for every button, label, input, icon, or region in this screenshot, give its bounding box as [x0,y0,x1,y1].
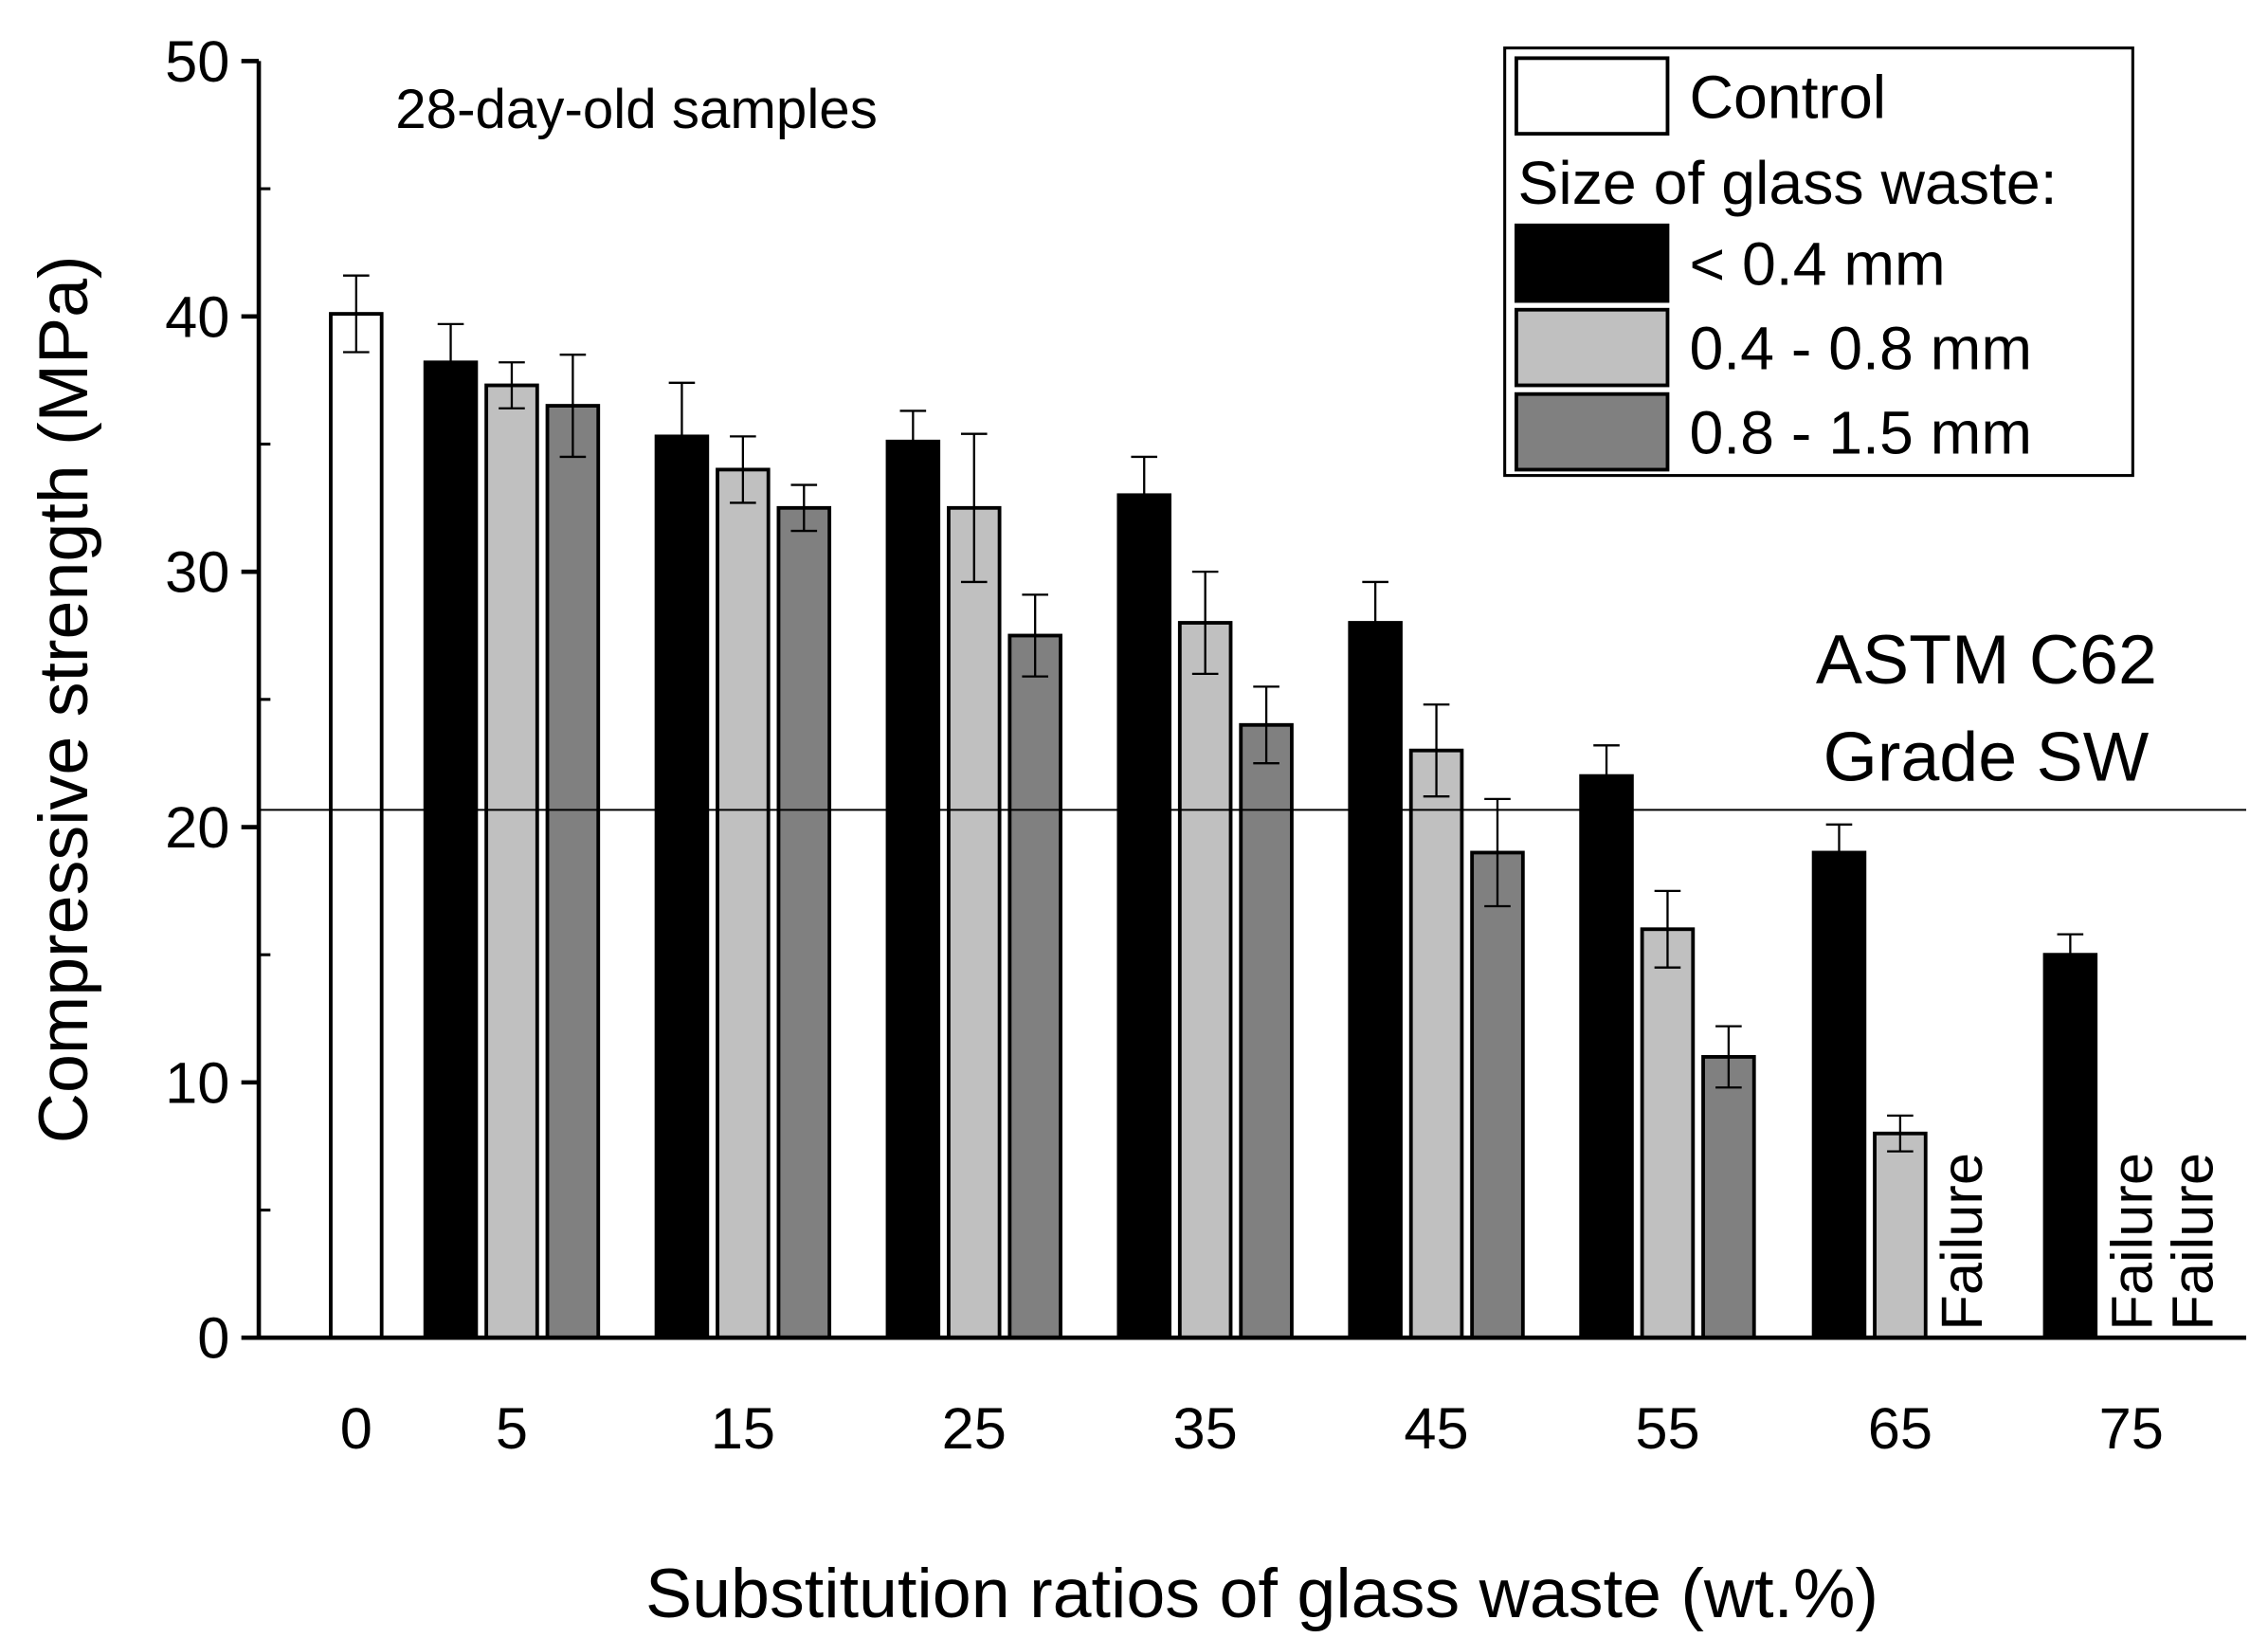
error-bar-control [343,274,370,354]
legend-swatch-0-8-1-5 [1515,391,1670,472]
x-tick-label: 45 [1404,1396,1468,1462]
x-tick-label: 75 [2099,1396,2164,1462]
legend-label-lt-0-4: < 0.4 mm [1689,230,1945,299]
failure-label: Failure [2099,1153,2165,1331]
error-bar-series0-cat55 [1593,744,1620,809]
error-bar-series2-cat55 [1715,1025,1742,1089]
bar-series2-cat55 [1701,1055,1756,1340]
legend-swatch-control [1515,56,1670,136]
error-bar-series0-cat45 [1362,580,1388,665]
bar-series0-cat35 [1116,493,1171,1340]
error-bar-series2-cat5 [559,354,587,459]
x-tick-label: 65 [1868,1396,1932,1462]
error-bar-series1-cat55 [1654,889,1681,969]
x-ticks: 0 5 15 25 35 45 55 65 75 [340,1396,2164,1462]
bar-control [329,312,384,1340]
error-bar-series2-cat25 [1022,593,1048,678]
error-bar-series2-cat15 [790,483,818,533]
y-tick-label: 30 [165,540,229,606]
legend-swatch-lt-0-4 [1515,223,1670,303]
failure-label: Failure [1930,1153,1995,1331]
bar-series1-cat5 [484,383,539,1340]
error-bar-series1-cat65 [1887,1114,1914,1153]
x-tick-label: 0 [340,1396,372,1462]
bars-layer [329,274,2098,1340]
error-bar-series0-cat35 [1131,455,1158,535]
y-tick-label: 50 [165,29,229,95]
legend-subtitle: Size of glass waste: [1517,149,2057,217]
bar-series0-cat45 [1348,621,1403,1340]
astm-label-line1: ASTM C62 [1816,620,2157,699]
sample-age-annotation: 28-day-old samples [395,79,878,140]
error-bar-series0-cat75 [2057,933,2084,976]
error-bar-series1-cat45 [1423,703,1450,798]
error-bar-series1-cat5 [499,361,525,410]
x-axis-title: Substitution ratios of glass waste (wt.%… [645,1554,1878,1632]
astm-label-line2: Grade SW [1823,718,2150,796]
error-bar-series1-cat25 [960,432,988,584]
legend-swatch-0-4-0-8 [1515,307,1670,388]
bar-series0-cat55 [1579,774,1634,1340]
error-bar-series0-cat15 [668,381,696,492]
error-bar-series0-cat65 [1825,823,1853,883]
bar-series2-cat5 [545,404,601,1340]
bar-series0-cat25 [885,439,941,1340]
bar-series2-cat35 [1239,722,1294,1340]
error-bar-series2-cat45 [1484,797,1511,908]
y-tick-label: 0 [197,1306,229,1372]
bar-series0-cat15 [654,434,710,1340]
bar-series0-cat5 [423,360,479,1340]
bar-series2-cat25 [1007,633,1062,1340]
error-bar-series1-cat15 [730,435,756,504]
bar-series0-cat75 [2042,953,2098,1340]
x-tick-label: 35 [1173,1396,1238,1462]
bar-series1-cat65 [1873,1131,1928,1340]
legend: Control Size of glass waste: < 0.4 mm 0.… [1503,46,2134,478]
y-ticks: 0 10 20 30 40 50 [165,29,271,1372]
bar-series1-cat35 [1177,621,1233,1340]
x-tick-label: 5 [496,1396,528,1462]
bar-series0-cat65 [1811,850,1867,1340]
y-tick-label: 20 [165,795,229,861]
x-tick-label: 15 [711,1396,775,1462]
legend-label-0-4-0-8: 0.4 - 0.8 mm [1689,315,2032,383]
x-tick-label: 25 [942,1396,1007,1462]
failure-label: Failure [2161,1153,2226,1331]
bar-series1-cat55 [1640,927,1696,1340]
y-tick-label: 40 [165,284,229,350]
error-bar-series0-cat25 [899,410,927,474]
bar-series2-cat15 [776,505,832,1340]
bar-series1-cat25 [947,505,1002,1340]
legend-label-0-8-1-5: 0.8 - 1.5 mm [1689,399,2032,467]
error-bar-series2-cat35 [1253,685,1279,765]
y-tick-label: 10 [165,1050,229,1116]
bar-series1-cat15 [716,467,771,1340]
legend-label-control: Control [1689,63,1886,131]
y-axis-title: Compressive strength (MPa) [24,255,102,1143]
bar-series2-cat45 [1470,850,1525,1340]
x-tick-label: 55 [1635,1396,1699,1462]
error-bar-series0-cat5 [437,322,464,402]
bar-series1-cat45 [1408,748,1464,1340]
error-bar-series1-cat35 [1191,571,1219,676]
